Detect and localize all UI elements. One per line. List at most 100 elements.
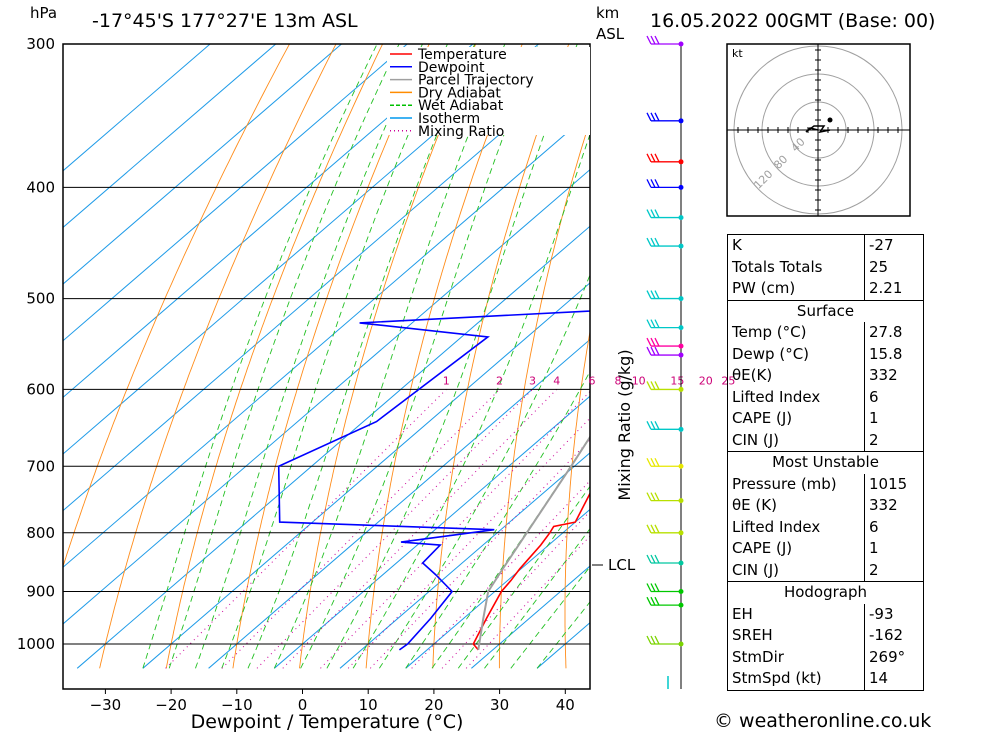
x-axis-title: Dewpoint / Temperature (°C) <box>191 711 464 733</box>
wind-barb <box>646 381 681 391</box>
location-title: -17°45'S 177°27'E 13m ASL <box>92 10 358 32</box>
wet-adiabat-line <box>352 132 590 669</box>
indices-label: Temp (°C) <box>727 322 865 344</box>
datetime-title: 16.05.2022 00GMT (Base: 00) <box>650 10 936 32</box>
wet-adiabat-line <box>379 273 590 669</box>
mixing-ratio-line <box>221 389 500 669</box>
wind-barb <box>646 35 681 45</box>
dry-adiabat-line <box>165 44 384 669</box>
copyright-footer: © weatheronline.co.uk <box>714 710 932 732</box>
indices-row: θE(K) 332 <box>727 365 924 387</box>
indices-row: θE (K) 332 <box>727 495 924 517</box>
legend-box <box>387 47 590 135</box>
indices-row: SREH -162 <box>727 625 924 647</box>
wind-barb <box>646 635 681 645</box>
indices-row: Dewp (°C) 15.8 <box>727 343 924 365</box>
temperature-line <box>472 491 590 651</box>
dry-adiabat-line <box>299 44 477 669</box>
indices-row: StmSpd (kt) 14 <box>727 668 924 691</box>
indices-value: 2 <box>864 429 924 452</box>
indices-value: 332 <box>864 495 924 517</box>
wind-barb <box>646 524 681 534</box>
indices-value: 1 <box>864 538 924 560</box>
x-tick-label: 30 <box>490 696 509 714</box>
indices-row: CIN (J) 2 <box>727 429 924 452</box>
mixing-ratio-label: 2 <box>496 374 503 387</box>
indices-value: 6 <box>864 386 924 408</box>
wet-adiabat-line <box>247 44 476 669</box>
indices-row: CAPE (J) 1 <box>727 408 924 430</box>
plot-frame <box>62 43 591 690</box>
mixing-ratio-label: 1 <box>443 374 450 387</box>
indices-label: PW (cm) <box>727 278 865 300</box>
indices-label: StmDir <box>727 646 865 668</box>
indices-value: 1 <box>864 408 924 430</box>
height-unit-km: km <box>596 4 620 22</box>
isotherm-line <box>63 44 211 172</box>
dry-adiabat-line <box>564 329 590 669</box>
x-tick-label: 0 <box>298 696 308 714</box>
indices-label: CIN (J) <box>727 429 865 452</box>
indices-label: Pressure (mb) <box>727 473 865 495</box>
indices-value: 6 <box>864 516 924 538</box>
wet-adiabat-line <box>195 44 423 669</box>
indices-row: Temp (°C) 27.8 <box>727 322 924 344</box>
mixing-ratio-label: 15 <box>670 374 684 387</box>
indices-label: Lifted Index <box>727 386 865 408</box>
isotherm-line <box>63 44 539 455</box>
isotherm-line <box>208 338 590 669</box>
wind-barb <box>646 346 681 356</box>
wind-barb <box>646 421 681 430</box>
wet-adiabat-line <box>326 44 578 669</box>
indices-label: θE (K) <box>727 495 865 517</box>
isotherm-line <box>273 395 590 669</box>
y-tick-label: 400 <box>26 178 55 196</box>
indices-value: -27 <box>864 234 924 257</box>
wet-adiabat-line <box>221 44 448 669</box>
y-tick-label: 700 <box>26 457 55 475</box>
indices-label: EH <box>727 603 865 625</box>
wind-barb <box>646 337 681 347</box>
isotherm-line <box>339 452 590 669</box>
dry-adiabat-line <box>973 36 1000 669</box>
pressure-unit-label: hPa <box>30 4 58 22</box>
indices-label: Lifted Index <box>727 516 865 538</box>
isotherm-line <box>63 168 590 625</box>
wind-barb <box>646 492 681 502</box>
wet-adiabat-line <box>300 44 540 669</box>
legend-entry: Dewpoint <box>418 60 485 76</box>
wind-barb <box>646 596 681 606</box>
wind-barb <box>646 457 681 467</box>
indices-value: 27.8 <box>864 322 924 344</box>
dry-adiabat-line <box>919 36 965 669</box>
hodograph-unit-label: kt <box>732 47 743 60</box>
indices-section-title: Surface <box>727 299 924 322</box>
indices-section-header: Surface <box>727 299 924 322</box>
indices-label: Totals Totals <box>727 256 865 278</box>
x-tick-label: 40 <box>556 696 575 714</box>
indices-section-header: Hodograph <box>727 581 924 604</box>
indices-label: SREH <box>727 625 865 647</box>
wind-barb <box>646 554 681 564</box>
isotherm-line <box>63 44 408 342</box>
y-tick-label: 1000 <box>17 635 55 653</box>
mixing-ratio-label: 6 <box>589 374 596 387</box>
indices-value: 269° <box>864 646 924 668</box>
indices-label: Dewp (°C) <box>727 343 865 365</box>
hodograph-storm-motion <box>827 117 833 123</box>
parcel-trajectory-line <box>477 435 590 651</box>
dry-adiabat-line <box>63 44 291 568</box>
legend-entry: Mixing Ratio <box>418 124 504 140</box>
wind-barb <box>646 179 681 189</box>
indices-section-header: Most Unstable <box>727 451 924 474</box>
indices-value: 332 <box>864 365 924 387</box>
legend-entry: Temperature <box>417 47 507 63</box>
wet-adiabat-line <box>405 370 590 669</box>
indices-row: PW (cm) 2.21 <box>727 278 924 300</box>
indices-value: 2.21 <box>864 278 924 300</box>
y-tick-label: 900 <box>26 582 55 600</box>
hodograph-trace <box>805 125 831 134</box>
